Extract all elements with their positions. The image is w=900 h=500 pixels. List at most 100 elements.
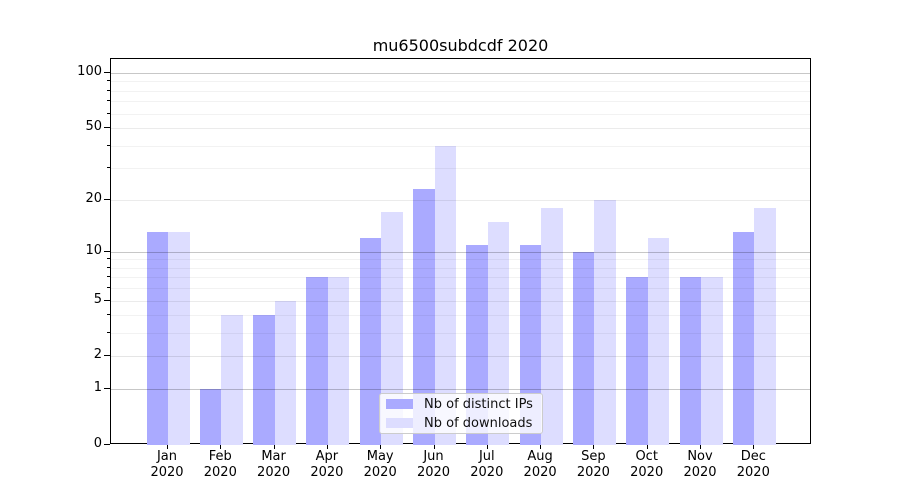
y-tick-label: 50 — [85, 119, 102, 135]
y-tick-mark — [104, 198, 110, 200]
legend-swatch — [386, 418, 413, 428]
x-tick-mark — [486, 444, 488, 449]
x-tick-mark — [753, 444, 755, 449]
bar-downloads — [381, 212, 403, 445]
x-tick-mark — [273, 444, 275, 449]
x-tick-label-month: Jan — [156, 449, 178, 464]
x-tick-mark — [167, 444, 168, 449]
y-minor-tick-mark — [107, 89, 110, 91]
y-tick-mark — [104, 72, 110, 73]
y-minor-tick-mark — [107, 355, 110, 357]
y-minor-tick-mark — [107, 332, 110, 334]
legend-label: Nb of downloads — [424, 415, 533, 431]
x-tick-mark — [540, 444, 542, 449]
y-minor-tick-mark — [107, 167, 110, 169]
y-tick-label: 20 — [85, 190, 102, 206]
x-tick-mark — [593, 444, 595, 449]
bar-distinct-ips — [146, 232, 168, 445]
x-tick-label: Feb 2020 — [180, 449, 260, 480]
x-tick-label-month: Dec — [740, 449, 766, 464]
bar-distinct-ips — [679, 277, 701, 445]
bar-distinct-ips — [359, 238, 382, 445]
bar-downloads — [274, 300, 297, 445]
bar-downloads — [754, 207, 776, 445]
y-tick-label: 0 — [93, 436, 102, 451]
x-tick-label-year: 2020 — [683, 464, 717, 480]
y-minor-tick-mark — [107, 314, 110, 316]
x-tick-label-year: 2020 — [523, 464, 557, 480]
x-tick-label: May 2020 — [340, 449, 420, 480]
bar-downloads — [701, 277, 723, 445]
y-minor-tick-mark — [107, 258, 110, 260]
y-tick-label: 1 — [93, 380, 102, 396]
legend-item: Nb of distinct IPs — [386, 397, 536, 412]
x-tick-label-year: 2020 — [416, 464, 451, 480]
x-tick-mark — [326, 444, 328, 449]
bar-distinct-ips — [306, 277, 328, 445]
legend-label: Nb of distinct IPs — [424, 396, 533, 412]
x-tick-label-month: Jun — [423, 449, 444, 464]
bar-downloads — [327, 277, 350, 445]
bar-downloads — [647, 238, 670, 445]
x-tick-label-month: Sep — [581, 449, 606, 464]
x-tick-label: Apr 2020 — [287, 449, 367, 480]
x-tick-label: Jun 2020 — [394, 449, 474, 480]
bar-distinct-ips — [572, 251, 595, 445]
x-tick-label: Jan 2020 — [127, 449, 207, 480]
x-tick-label-year: 2020 — [257, 464, 291, 480]
y-tick-mark — [104, 299, 110, 301]
y-tick-mark — [104, 250, 110, 252]
x-tick-label-year: 2020 — [736, 464, 770, 480]
x-tick-label-month: Mar — [261, 449, 286, 464]
y-minor-tick-mark — [107, 276, 110, 278]
x-tick-label: Jul 2020 — [447, 449, 527, 480]
x-tick-label-year: 2020 — [310, 464, 344, 480]
x-tick-label-month: Feb — [208, 449, 232, 464]
y-minor-tick-mark — [107, 266, 110, 268]
bar-downloads — [594, 199, 616, 445]
bar-distinct-ips — [413, 188, 435, 445]
x-tick-label: Sep 2020 — [553, 449, 633, 480]
bars-layer — [111, 59, 810, 445]
x-tick-mark — [220, 444, 222, 449]
y-minor-tick-mark — [107, 80, 110, 82]
y-minor-tick-mark — [107, 287, 110, 289]
x-tick-label-month: Apr — [315, 449, 339, 464]
y-tick-label: 100 — [77, 64, 102, 79]
x-tick-label: Nov 2020 — [660, 449, 740, 480]
x-tick-label: Oct 2020 — [607, 449, 687, 480]
x-tick-mark — [700, 444, 701, 449]
bar-distinct-ips — [626, 277, 648, 445]
chart-title: mu6500subdcdf 2020 — [372, 36, 549, 55]
bar-downloads — [168, 232, 190, 445]
x-tick-label-year: 2020 — [203, 464, 237, 480]
y-minor-tick-mark — [107, 100, 110, 102]
legend: Nb of distinct IPs Nb of downloads — [379, 393, 543, 434]
x-tick-mark — [646, 444, 648, 449]
x-tick-label-year: 2020 — [150, 464, 184, 480]
x-tick-label-month: Nov — [687, 449, 713, 464]
x-tick-label: Mar 2020 — [234, 449, 314, 480]
y-tick-label: 5 — [93, 291, 102, 307]
bar-downloads — [434, 145, 456, 445]
y-tick-mark — [104, 444, 110, 445]
bar-distinct-ips — [253, 315, 275, 445]
x-tick-label-year: 2020 — [576, 464, 610, 480]
x-tick-label-year: 2020 — [630, 464, 664, 480]
x-tick-label-year: 2020 — [363, 464, 397, 480]
y-minor-tick-mark — [107, 144, 110, 146]
x-tick-label: Dec 2020 — [713, 449, 793, 480]
legend-item: Nb of downloads — [386, 416, 536, 431]
x-tick-label: Aug 2020 — [500, 449, 580, 480]
y-tick-mark — [104, 388, 110, 390]
x-tick-label-month: May — [366, 449, 394, 464]
y-minor-tick-mark — [107, 112, 110, 114]
plot-area — [110, 58, 811, 445]
y-tick-label: 2 — [93, 347, 102, 363]
x-tick-label-month: Jul — [478, 449, 495, 464]
x-tick-label-month: Oct — [635, 449, 658, 464]
bar-downloads — [541, 207, 563, 445]
x-tick-label-year: 2020 — [470, 464, 504, 480]
bar-distinct-ips — [732, 232, 755, 445]
